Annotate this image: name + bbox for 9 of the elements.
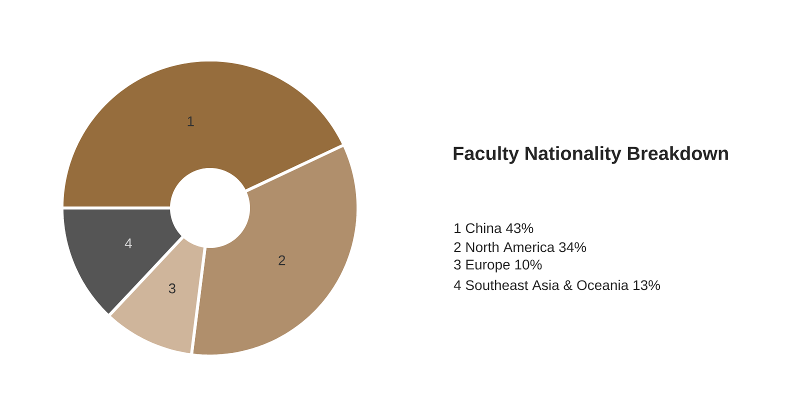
slice-label: 3 xyxy=(168,283,176,294)
text: 1 China 43% xyxy=(454,222,534,234)
slice-label: 4 xyxy=(124,238,132,248)
text: 3 Europe 10% xyxy=(454,260,542,272)
slice-label: 1 xyxy=(188,116,194,126)
text: Faculty Nationality Breakdown xyxy=(454,146,728,164)
text: 2 North America 34% xyxy=(454,242,586,252)
slice-label: 2 xyxy=(278,255,286,266)
text: 4 Southeast Asia & Oceania 13% xyxy=(454,280,660,290)
